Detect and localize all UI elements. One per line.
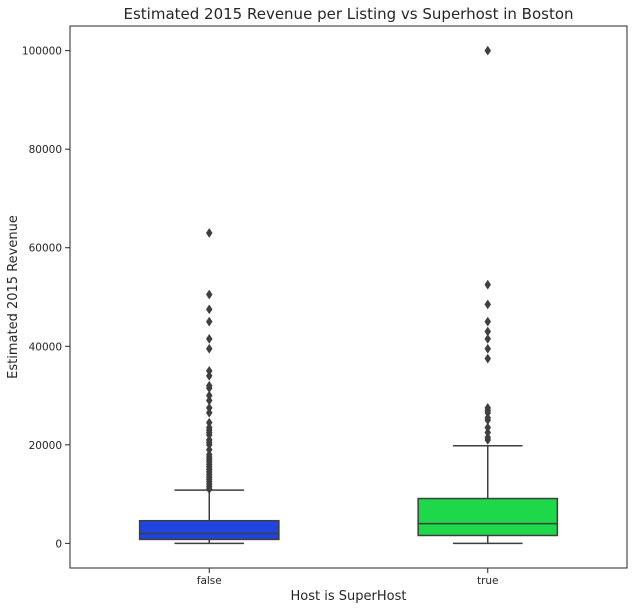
y-tick-label: 60000 <box>29 243 62 255</box>
outlier-point <box>484 316 492 327</box>
outlier-point <box>484 402 492 413</box>
outlier-point <box>205 289 213 300</box>
outlier-point <box>484 353 492 364</box>
y-tick-label: 0 <box>55 538 62 550</box>
box-false <box>138 519 280 541</box>
x-tick-label: true <box>477 575 499 587</box>
outlier-point <box>205 333 213 344</box>
plot-frame <box>69 25 628 569</box>
plot-area: 0 20000 40000 60000 80000 100000 false true <box>22 25 628 587</box>
outlier-point <box>205 316 213 327</box>
box-true <box>417 497 559 537</box>
outlier-point <box>484 343 492 354</box>
outlier-point <box>484 333 492 344</box>
y-tick-label: 100000 <box>22 46 62 58</box>
outlier-point <box>484 326 492 337</box>
outlier-point <box>205 304 213 315</box>
outlier-point <box>205 227 213 238</box>
chart-title: Estimated 2015 Revenue per Listing vs Su… <box>123 5 573 23</box>
x-tick-label: false <box>197 575 222 587</box>
outlier-point <box>484 299 492 310</box>
outlier-point <box>484 422 492 433</box>
outlier-point <box>205 343 213 354</box>
outlier-point <box>205 365 213 376</box>
y-tick-label: 20000 <box>29 440 62 452</box>
x-axis-label: Host is SuperHost <box>291 589 407 604</box>
outlier-point <box>484 279 492 290</box>
outlier-point <box>484 45 492 56</box>
outlier-point <box>205 390 213 401</box>
y-tick-label: 40000 <box>29 341 62 353</box>
outlier-point <box>205 380 213 391</box>
y-axis-label: Estimated 2015 Revenue <box>6 215 21 379</box>
outlier-point <box>205 417 213 428</box>
y-tick-label: 80000 <box>29 144 62 156</box>
outlier-point <box>205 402 213 413</box>
